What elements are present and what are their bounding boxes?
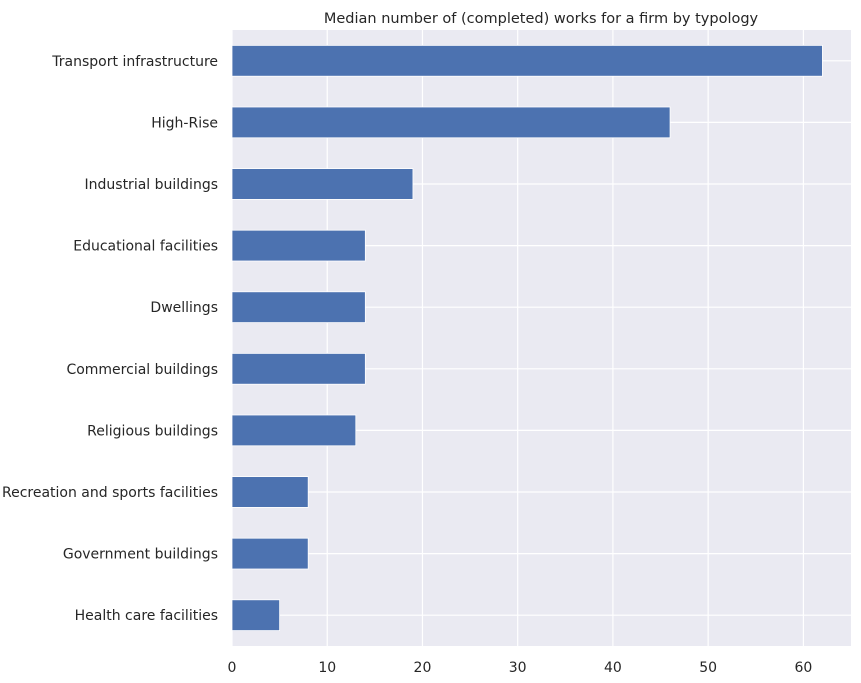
x-tick-label: 60 [794, 660, 812, 676]
bar [231, 352, 366, 385]
bar [231, 291, 366, 323]
chart-title: Median number of (completed) works for a… [324, 11, 759, 27]
y-tick-label: Commercial buildings [66, 362, 218, 378]
bar [231, 106, 671, 139]
y-tick-label: Industrial buildings [85, 177, 218, 193]
y-tick-label: Educational facilities [73, 239, 218, 255]
y-tick-label: High-Rise [151, 115, 218, 131]
y-tick-label: Transport infrastructure [51, 54, 218, 70]
x-tick-label: 50 [699, 660, 717, 676]
bar [231, 168, 414, 200]
y-tick-label: Dwellings [150, 300, 218, 316]
x-tick-label: 20 [414, 660, 432, 676]
bar [231, 599, 281, 631]
y-tick-label: Religious buildings [87, 423, 218, 439]
bar [231, 45, 823, 77]
x-tick-label: 30 [509, 660, 527, 676]
y-tick-label: Recreation and sports facilities [2, 485, 218, 501]
x-tick-label: 10 [318, 660, 336, 676]
y-tick-label: Government buildings [63, 547, 218, 563]
bar [231, 476, 309, 508]
bar [231, 229, 366, 262]
x-tick-label: 0 [228, 660, 237, 676]
bar [231, 414, 357, 447]
x-tick-label: 40 [604, 660, 622, 676]
bar [231, 537, 309, 570]
y-tick-label: Health care facilities [75, 608, 218, 624]
